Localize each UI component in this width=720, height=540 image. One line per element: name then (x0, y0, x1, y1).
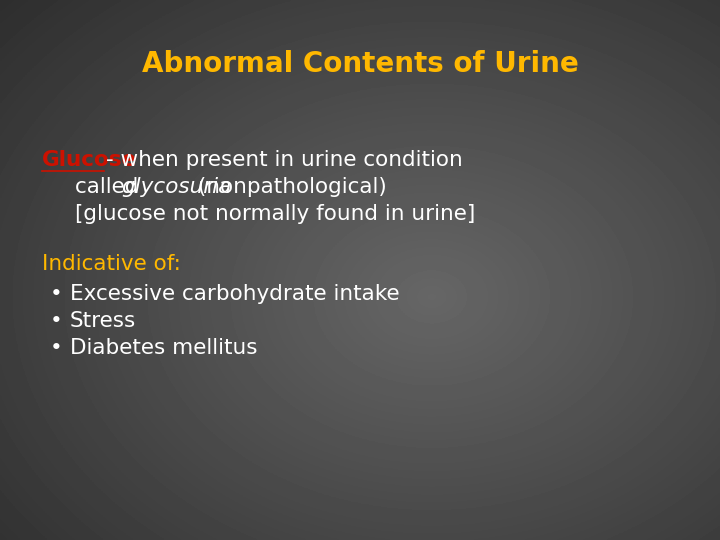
Text: Diabetes mellitus: Diabetes mellitus (70, 338, 258, 358)
Text: •: • (50, 311, 63, 331)
Text: Indicative of:: Indicative of: (42, 254, 181, 274)
Text: Glucose: Glucose (42, 150, 138, 170)
Text: •: • (50, 284, 63, 304)
Text: - when present in urine condition: - when present in urine condition (106, 150, 463, 170)
Text: •: • (50, 338, 63, 358)
Text: Abnormal Contents of Urine: Abnormal Contents of Urine (142, 50, 578, 78)
Text: glycosuria: glycosuria (121, 177, 231, 197)
Text: (nonpathological): (nonpathological) (191, 177, 387, 197)
Text: called: called (75, 177, 145, 197)
Text: Excessive carbohydrate intake: Excessive carbohydrate intake (70, 284, 400, 304)
Text: [glucose not normally found in urine]: [glucose not normally found in urine] (75, 204, 475, 224)
Text: Stress: Stress (70, 311, 136, 331)
